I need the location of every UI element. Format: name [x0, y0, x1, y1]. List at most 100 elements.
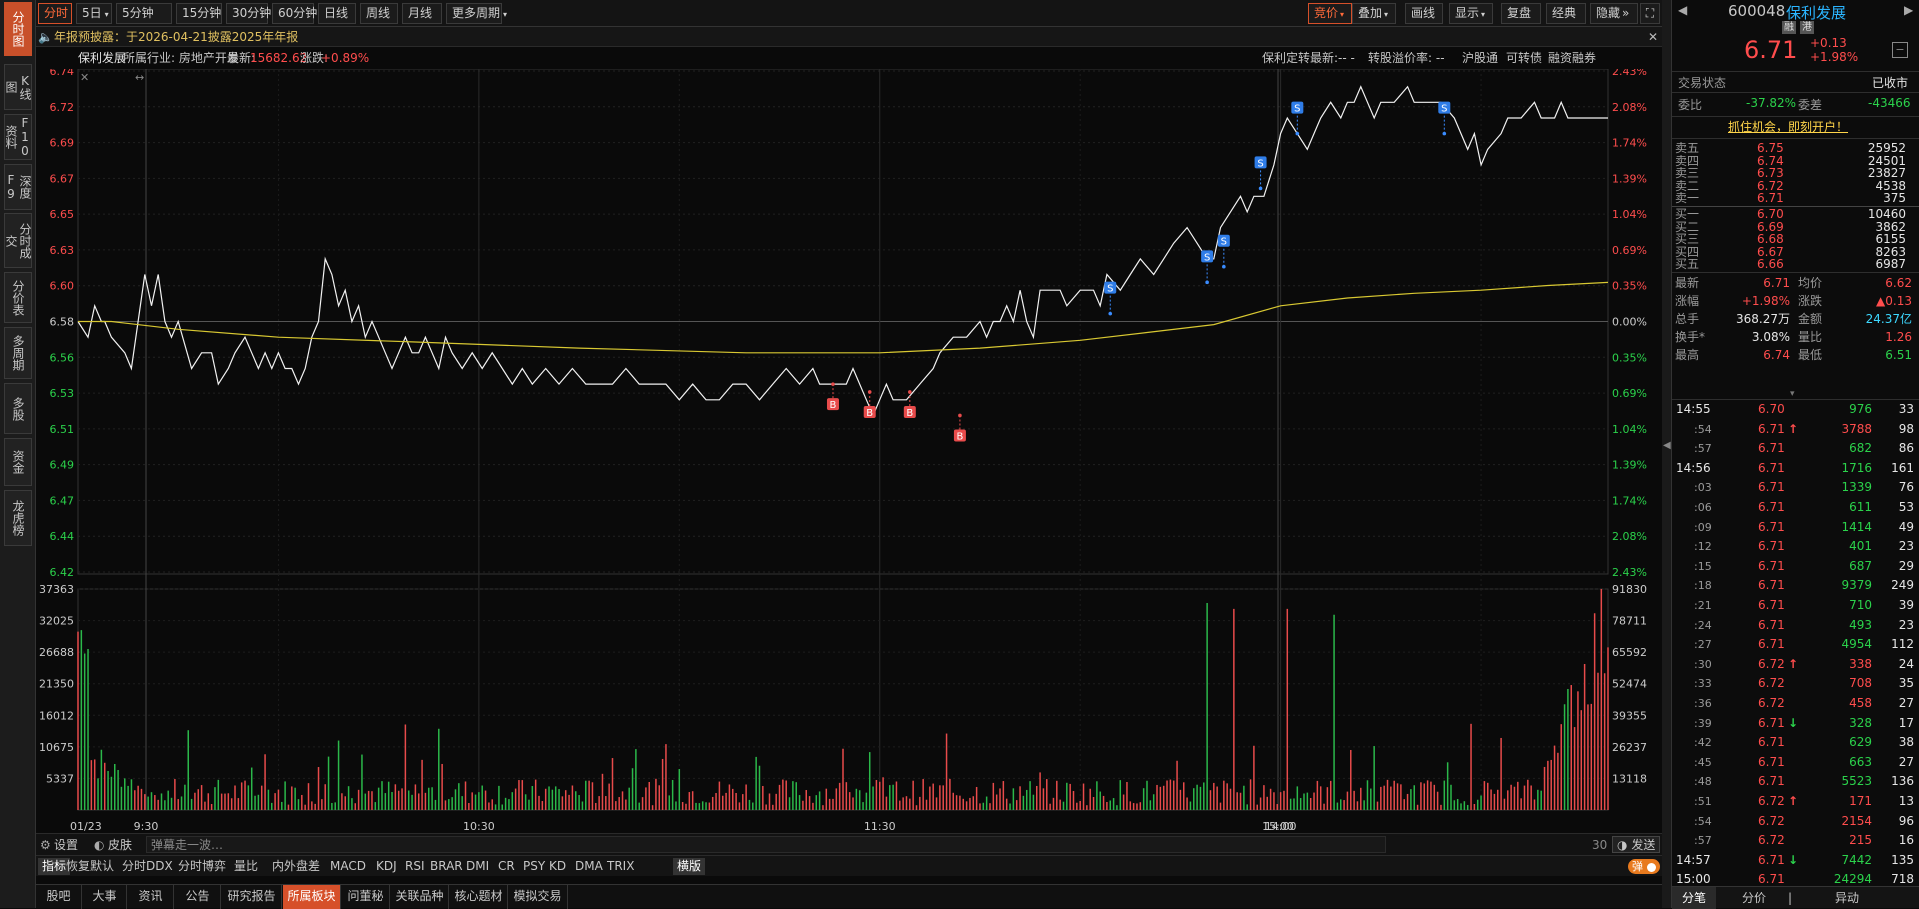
tool-button-4[interactable]: 复盘 — [1501, 3, 1541, 24]
trade-row[interactable]: :03 6.71 1339 76 — [1672, 478, 1919, 498]
indicator-tab-4[interactable]: 量比 — [234, 859, 259, 873]
quote-tab-0[interactable]: 分笔 — [1672, 887, 1716, 909]
buy-marker[interactable]: B — [826, 398, 839, 411]
expand-icon[interactable]: ↔ — [135, 71, 144, 84]
indicator-tab-7[interactable]: KDJ — [376, 859, 397, 873]
bottom-tab-3[interactable]: 公告 — [175, 885, 221, 909]
bottom-tab-1[interactable]: 大事 — [83, 885, 127, 909]
nav-tab-5[interactable]: 分价表 — [4, 272, 32, 323]
close-icon[interactable]: ✕ — [80, 71, 89, 84]
chart-svg[interactable]: 6.74 2.43% 6.72 2.08% 6.69 1.74% 6.67 1.39% 6.65… — [36, 65, 1662, 833]
ask-row[interactable]: 卖三 6.73 23827 — [1672, 166, 1919, 181]
bid-row[interactable]: 买一 6.70 10460 — [1672, 207, 1919, 222]
notice-text[interactable]: 年报预披露：于2026-04-21披露2025年年报 — [54, 30, 299, 44]
nav-tab-8[interactable]: 资金 — [4, 438, 32, 486]
ask-row[interactable]: 卖一 6.71 375 — [1672, 191, 1919, 206]
indicator-tab-2[interactable]: 分时DDX — [122, 859, 173, 873]
convert-latest[interactable]: 保利定转最新:-- - — [1262, 51, 1355, 65]
intraday-chart[interactable]: 6.74 2.43% 6.72 2.08% 6.69 1.74% 6.67 1.39% 6.65… — [36, 65, 1662, 838]
trade-row[interactable]: :54 6.71 ↑ 3788 98 — [1672, 420, 1919, 440]
fullscreen-icon[interactable]: ⛶ — [1640, 3, 1660, 24]
trade-row[interactable]: :30 6.72 ↑ 338 24 — [1672, 655, 1919, 675]
panel-splitter[interactable]: ◀ — [1662, 0, 1671, 908]
tool-button-2[interactable]: 画线 — [1405, 3, 1443, 24]
period-tab-0[interactable]: 分时 — [38, 3, 72, 24]
tool-button-5[interactable]: 经典 — [1546, 3, 1586, 24]
skin-button[interactable]: 皮肤 — [108, 838, 133, 852]
bottom-tab-7[interactable]: 关联品种 — [391, 885, 449, 909]
indicator-tab-8[interactable]: RSI — [405, 859, 425, 873]
indicator-tab-1[interactable]: 恢复默认 — [66, 859, 115, 873]
indicator-tab-12[interactable]: PSY — [523, 859, 546, 873]
buy-marker[interactable]: B — [903, 405, 916, 419]
trade-row[interactable]: :57 6.71 682 86 — [1672, 439, 1919, 459]
period-tab-7[interactable]: 周线 — [360, 3, 398, 24]
period-tab-3[interactable]: 15分钟 — [176, 3, 222, 24]
trade-row[interactable]: :39 6.71 ↓ 328 17 — [1672, 714, 1919, 734]
tool-button-3[interactable]: 显示 ▾ — [1449, 3, 1493, 24]
next-stock-icon[interactable]: ▶ — [1904, 3, 1914, 17]
trade-row[interactable]: :57 6.72 215 16 — [1672, 831, 1919, 851]
ask-row[interactable]: 卖五 6.75 25952 — [1672, 141, 1919, 156]
quote-tab-1[interactable]: 分价 — [1741, 891, 1766, 905]
trade-row[interactable]: :09 6.71 1414 49 — [1672, 518, 1919, 538]
indicator-tab-5[interactable]: 内外盘差 — [272, 859, 321, 873]
margin-trading[interactable]: 融资融券 — [1548, 51, 1597, 65]
indicator-tab-3[interactable]: 分时博弈 — [178, 859, 227, 873]
industry-label[interactable]: 所属行业: 房地产开发 — [123, 51, 239, 65]
promo-link[interactable]: 抓住机会，即刻开户！ — [1728, 120, 1849, 134]
trade-row[interactable]: :12 6.71 401 23 — [1672, 537, 1919, 557]
trade-row[interactable]: :21 6.71 710 39 — [1672, 596, 1919, 616]
sell-marker[interactable]: S — [1217, 234, 1230, 248]
bottom-tab-2[interactable]: 资讯 — [128, 885, 174, 909]
ask-row[interactable]: 卖二 6.72 4538 — [1672, 179, 1919, 194]
hk-connect[interactable]: 沪股通 — [1462, 51, 1499, 65]
bottom-tab-5[interactable]: 所属板块 — [283, 885, 341, 909]
period-tab-5[interactable]: 60分钟 — [272, 3, 317, 24]
period-tab-4[interactable]: 30分钟 — [226, 3, 271, 24]
indicator-tab-11[interactable]: CR — [498, 859, 515, 873]
period-tab-9[interactable]: 更多周期 ▾ — [446, 3, 507, 24]
sell-marker[interactable]: S — [1438, 101, 1451, 115]
trade-row[interactable]: :18 6.71 9379 249 — [1672, 576, 1919, 596]
indicator-tab-0[interactable]: 指标 — [38, 858, 71, 875]
convert-premium[interactable]: 转股溢价率: -- — [1368, 51, 1445, 65]
bid-row[interactable]: 买二 6.69 3862 — [1672, 220, 1919, 235]
trade-row[interactable]: :45 6.71 663 27 — [1672, 753, 1919, 773]
nav-tab-2[interactable]: F10资料 — [4, 114, 32, 160]
period-tab-6[interactable]: 日线 — [318, 3, 356, 24]
indicator-tab-15[interactable]: TRIX — [607, 859, 635, 873]
prev-stock-icon[interactable]: ◀ — [1678, 3, 1688, 17]
sell-marker[interactable]: S — [1104, 281, 1117, 295]
collapse-arrow-icon[interactable]: ◀ — [1663, 440, 1671, 451]
nav-tab-1[interactable]: K线图 — [4, 64, 32, 110]
expand-triangle-icon[interactable]: ▾ — [1790, 389, 1795, 399]
trade-row[interactable]: :15 6.71 687 29 — [1672, 557, 1919, 577]
trade-row[interactable]: 15:00 6.71 24294 718 — [1672, 870, 1919, 890]
trade-row[interactable]: :48 6.71 5523 136 — [1672, 772, 1919, 792]
nav-tab-3[interactable]: 深度F9 — [4, 164, 32, 210]
tool-button-0[interactable]: 竞价 ▾ — [1308, 3, 1352, 24]
nav-tab-4[interactable]: 分时成交 — [4, 213, 32, 268]
trade-row[interactable]: :42 6.71 629 38 — [1672, 733, 1919, 753]
bid-row[interactable]: 买四 6.67 8263 — [1672, 245, 1919, 260]
trade-row[interactable]: :54 6.72 2154 96 — [1672, 812, 1919, 832]
indicator-tab-10[interactable]: DMI — [466, 859, 490, 873]
trade-row[interactable]: :27 6.71 4954 112 — [1672, 635, 1919, 655]
trade-row[interactable]: :33 6.72 708 35 — [1672, 674, 1919, 694]
bottom-tab-0[interactable]: 股吧 — [36, 885, 82, 909]
trade-row[interactable]: :36 6.72 458 27 — [1672, 694, 1919, 714]
tool-button-6[interactable]: 隐藏» — [1590, 3, 1638, 24]
barrage-input[interactable]: 弹幕走一波… — [146, 836, 1386, 853]
nav-tab-6[interactable]: 多周期 — [4, 327, 32, 379]
convertible-bond[interactable]: 可转债 — [1506, 51, 1543, 65]
indicator-tab-6[interactable]: MACD — [330, 859, 366, 873]
indicator-tab-14[interactable]: DMA — [575, 859, 603, 873]
close-icon[interactable]: ✕ — [1648, 30, 1659, 44]
indicator-tab-9[interactable]: BRAR — [430, 859, 463, 873]
trade-row[interactable]: 14:57 6.71 ↓ 7442 135 — [1672, 851, 1919, 871]
bottom-tab-8[interactable]: 核心题材 — [450, 885, 508, 909]
skin-icon[interactable]: ◐ — [94, 838, 105, 852]
send-button[interactable]: ◑ 发送 — [1612, 836, 1661, 853]
trade-row[interactable]: 14:56 6.71 1716 161 — [1672, 459, 1919, 479]
